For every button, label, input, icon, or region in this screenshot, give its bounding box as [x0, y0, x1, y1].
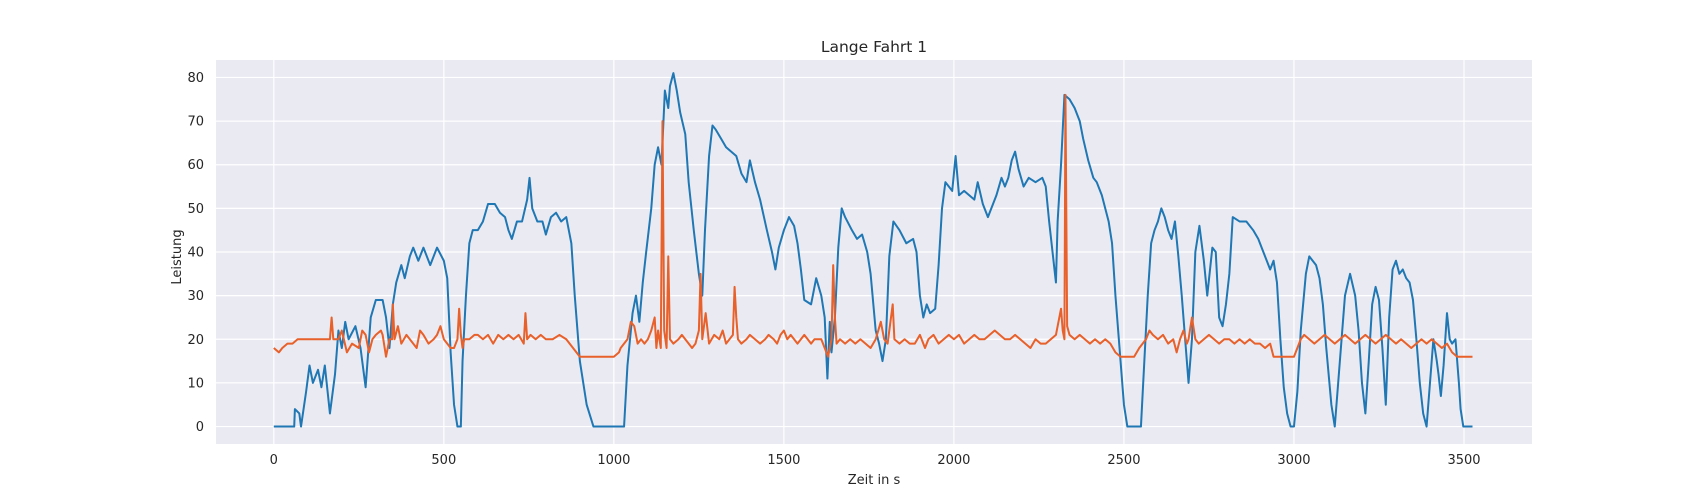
x-tick-label: 3000	[1277, 453, 1310, 468]
y-tick-label: 50	[187, 202, 204, 217]
x-tick-label: 0	[270, 453, 278, 468]
grid-lines	[216, 60, 1532, 444]
y-tick-label: 70	[187, 115, 204, 130]
y-tick-label: 40	[187, 246, 204, 261]
y-tick-label: 20	[187, 333, 204, 348]
x-tick-label: 2500	[1107, 453, 1140, 468]
y-tick-label: 80	[187, 71, 204, 86]
x-tick-label: 500	[431, 453, 456, 468]
x-tick-labels: 0 500 1000 1500 2000 2500 3000 3500	[270, 453, 1481, 468]
series-layer	[273, 72, 1473, 428]
x-tick-label: 1000	[597, 453, 630, 468]
series-line-1	[273, 72, 1473, 428]
y-axis-label: Leistung	[170, 229, 185, 284]
y-tick-label: 0	[196, 420, 204, 435]
series-line-2	[273, 93, 1473, 358]
y-tick-label: 60	[187, 158, 204, 173]
x-axis-label: Zeit in s	[848, 473, 901, 488]
x-tick-label: 2000	[937, 453, 970, 468]
y-tick-label: 30	[187, 289, 204, 304]
y-tick-label: 10	[187, 376, 204, 391]
x-tick-label: 1500	[767, 453, 800, 468]
y-tick-labels: 0 10 20 30 40 50 60 70 80	[187, 71, 204, 435]
chart-title: Lange Fahrt 1	[821, 38, 927, 56]
x-tick-label: 3500	[1447, 453, 1480, 468]
